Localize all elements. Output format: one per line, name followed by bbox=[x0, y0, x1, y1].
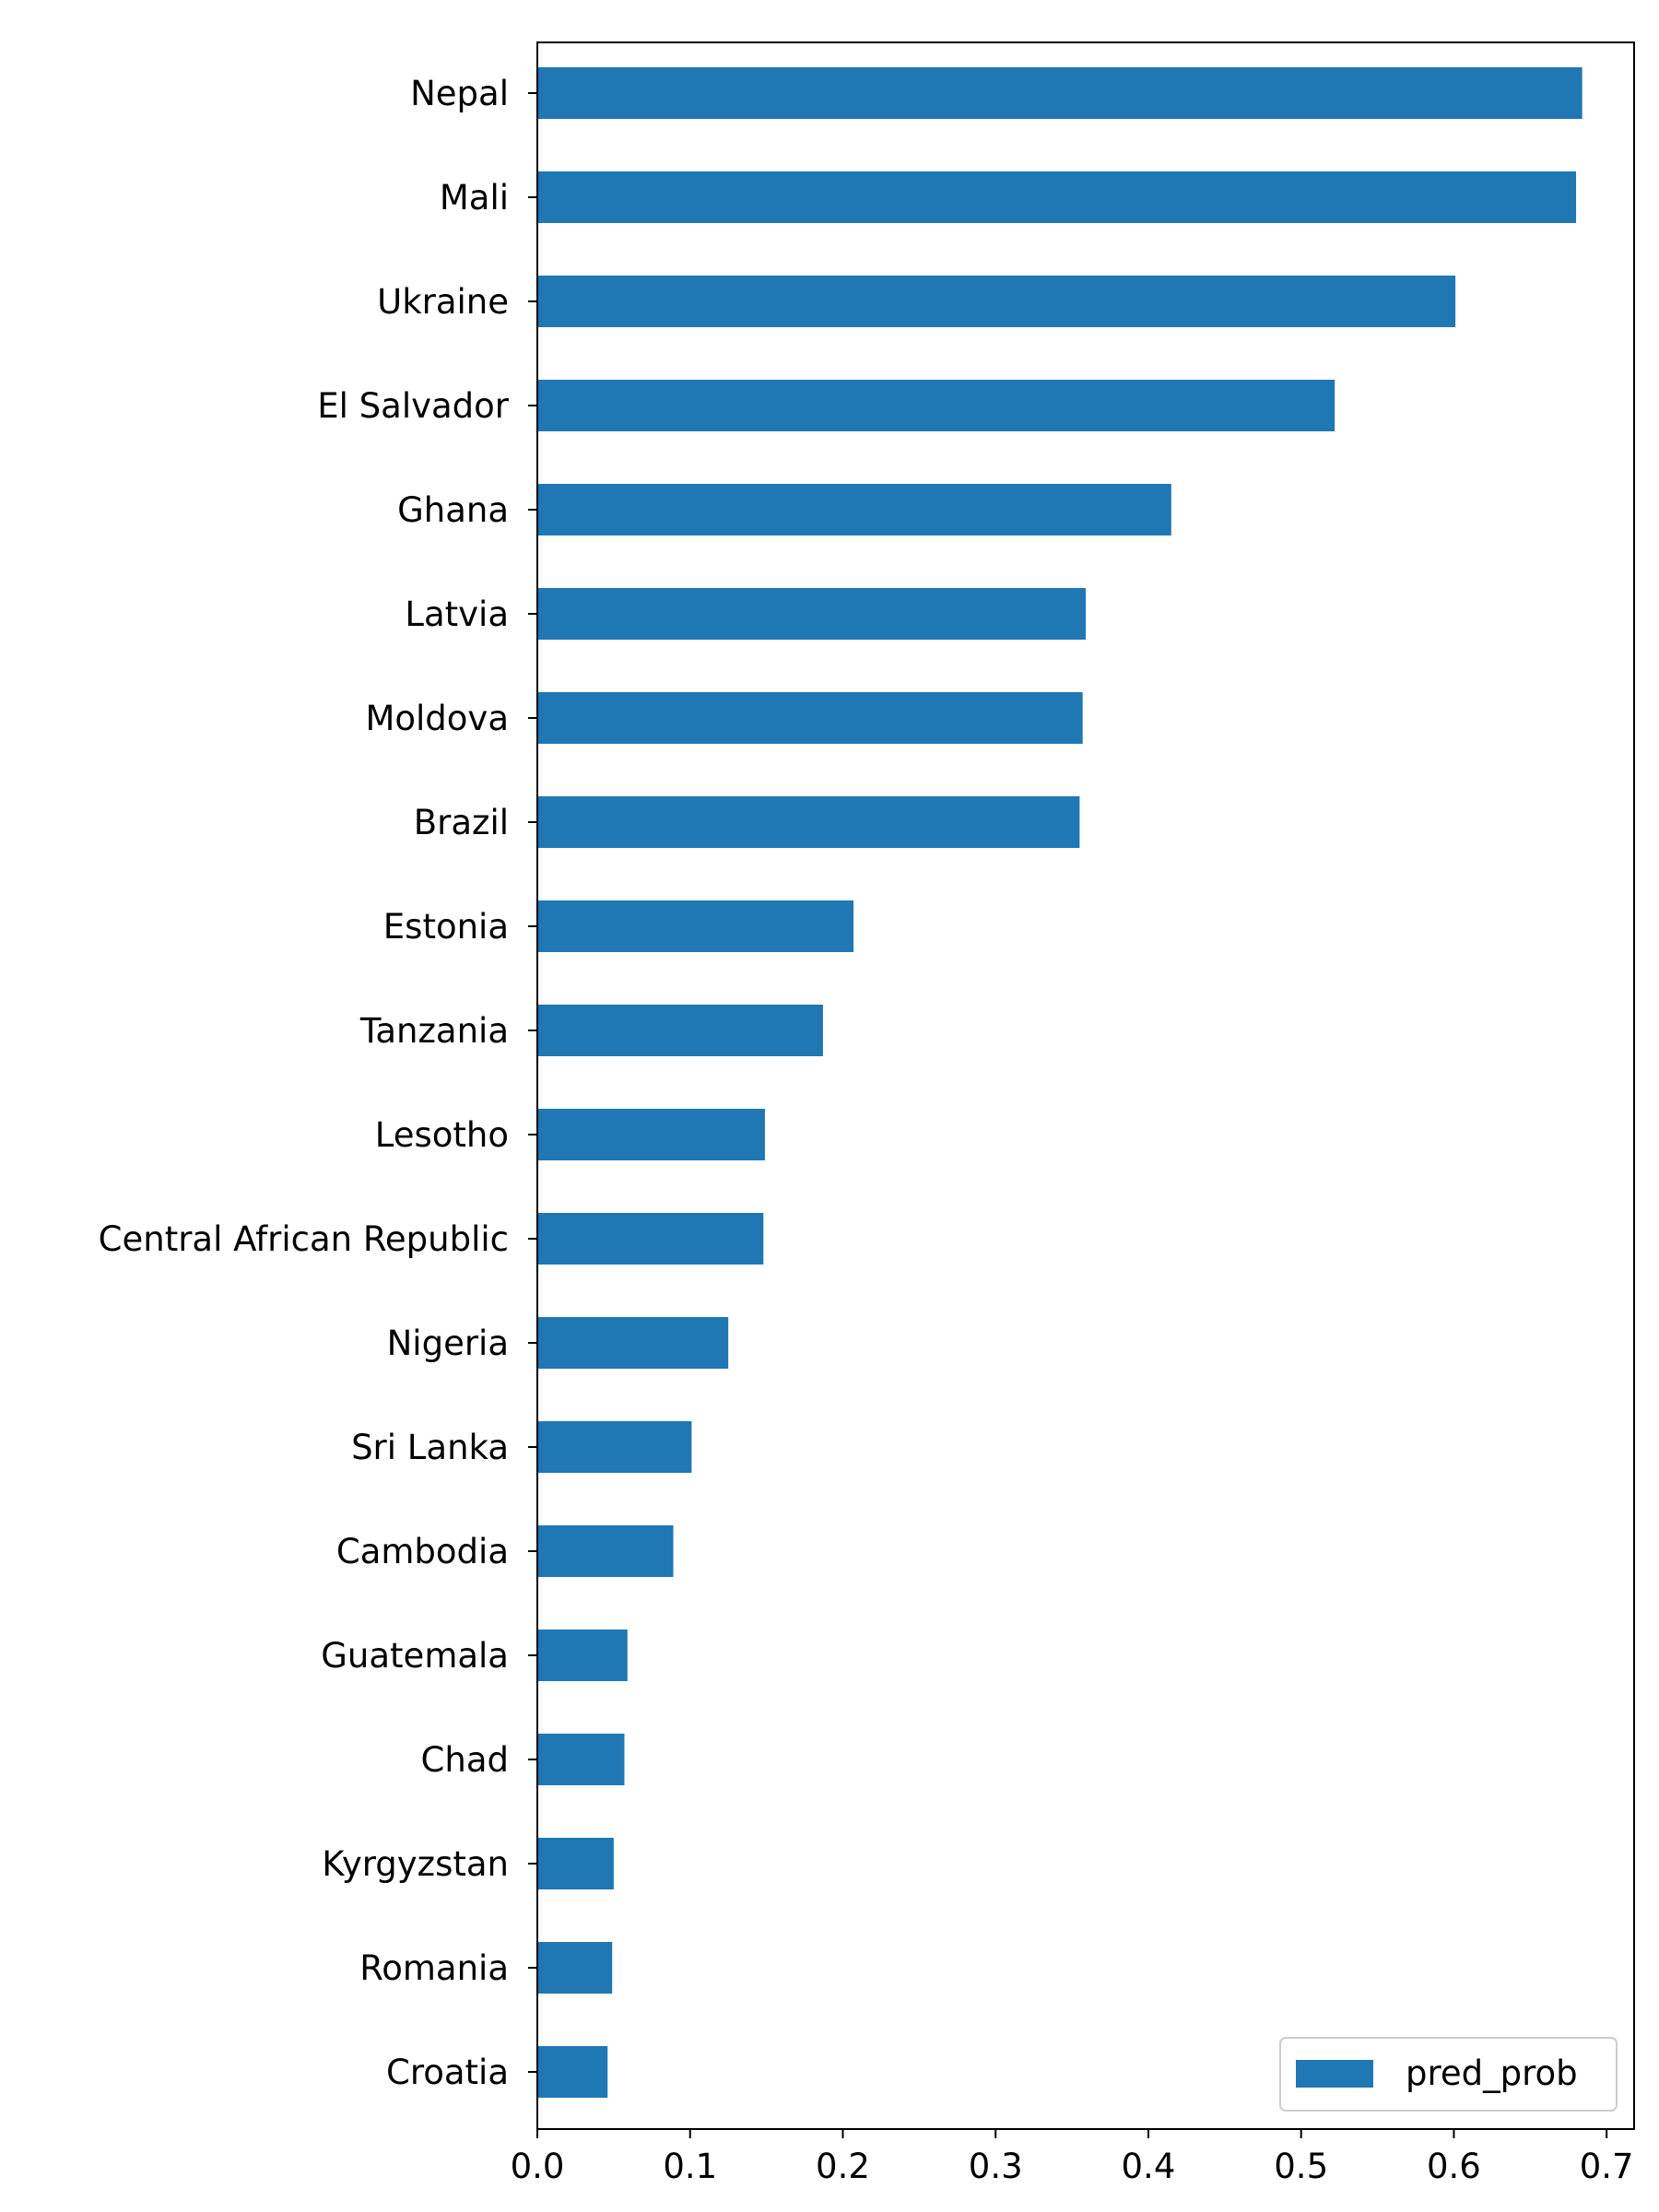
x-tick-label: 0.4 bbox=[1122, 2147, 1176, 2186]
x-tick-label: 0.0 bbox=[511, 2147, 565, 2186]
y-tick-label: Chad bbox=[421, 1740, 509, 1780]
y-tick-label: Kyrgyzstan bbox=[322, 1844, 509, 1884]
bar bbox=[537, 1005, 823, 1056]
y-tick-label: Ukraine bbox=[377, 282, 509, 322]
plot-area bbox=[537, 42, 1634, 2129]
y-tick-label: Ghana bbox=[397, 490, 509, 530]
y-tick-label: Guatemala bbox=[321, 1636, 509, 1676]
legend-box bbox=[1279, 2037, 1618, 2112]
y-tick-label: Central African Republic bbox=[99, 1219, 509, 1259]
y-tick-label: Mali bbox=[440, 178, 509, 218]
bar bbox=[537, 1213, 764, 1265]
y-tick-label: Nepal bbox=[410, 74, 509, 113]
y-tick-label: Nigeria bbox=[387, 1324, 509, 1363]
bar bbox=[537, 1317, 729, 1369]
x-tick-label: 0.6 bbox=[1427, 2147, 1481, 2186]
bar bbox=[537, 1525, 674, 1577]
bar bbox=[537, 1942, 613, 1994]
bar bbox=[537, 67, 1583, 119]
bar bbox=[537, 796, 1080, 848]
bar bbox=[537, 1734, 625, 1785]
x-tick-label: 0.7 bbox=[1580, 2147, 1634, 2186]
y-tick-label: Romania bbox=[359, 1948, 509, 1988]
legend: pred_prob bbox=[1279, 2037, 1618, 2112]
x-tick-label: 0.2 bbox=[816, 2147, 870, 2186]
ticks-group: Nepal Mali Ukraine El Salvador Ghana Latvia Mo… bbox=[99, 74, 1634, 2186]
bar bbox=[537, 1109, 765, 1160]
legend-label: pred_prob bbox=[1406, 2053, 1578, 2093]
y-tick-label: Cambodia bbox=[336, 1532, 509, 1571]
bar bbox=[537, 2046, 608, 2098]
legend-swatch bbox=[1296, 2060, 1373, 2088]
axes-frame bbox=[536, 41, 1635, 2130]
bar bbox=[537, 380, 1335, 431]
bar bbox=[537, 1630, 628, 1681]
bar bbox=[537, 171, 1577, 223]
y-tick-label: Latvia bbox=[405, 594, 509, 634]
y-tick-label: Tanzania bbox=[359, 1011, 509, 1051]
x-tick-label: 0.1 bbox=[663, 2147, 717, 2186]
y-tick-label: Croatia bbox=[386, 2053, 509, 2092]
x-tick-label: 0.3 bbox=[969, 2147, 1023, 2186]
y-tick-label: Sri Lanka bbox=[351, 1428, 509, 1467]
bars-group bbox=[537, 67, 1583, 2098]
bar bbox=[537, 588, 1086, 640]
y-tick-label: Moldova bbox=[365, 699, 509, 738]
y-tick-label: Estonia bbox=[383, 907, 509, 947]
y-tick-label: El Salvador bbox=[317, 386, 510, 426]
y-tick-label: Lesotho bbox=[375, 1115, 509, 1155]
bar bbox=[537, 484, 1171, 535]
bar bbox=[537, 276, 1456, 327]
bar bbox=[537, 1838, 614, 1889]
x-tick-label: 0.5 bbox=[1274, 2147, 1328, 2186]
bar bbox=[537, 692, 1083, 744]
bar bbox=[537, 900, 854, 952]
y-tick-label: Brazil bbox=[414, 803, 509, 842]
bar bbox=[537, 1421, 692, 1473]
